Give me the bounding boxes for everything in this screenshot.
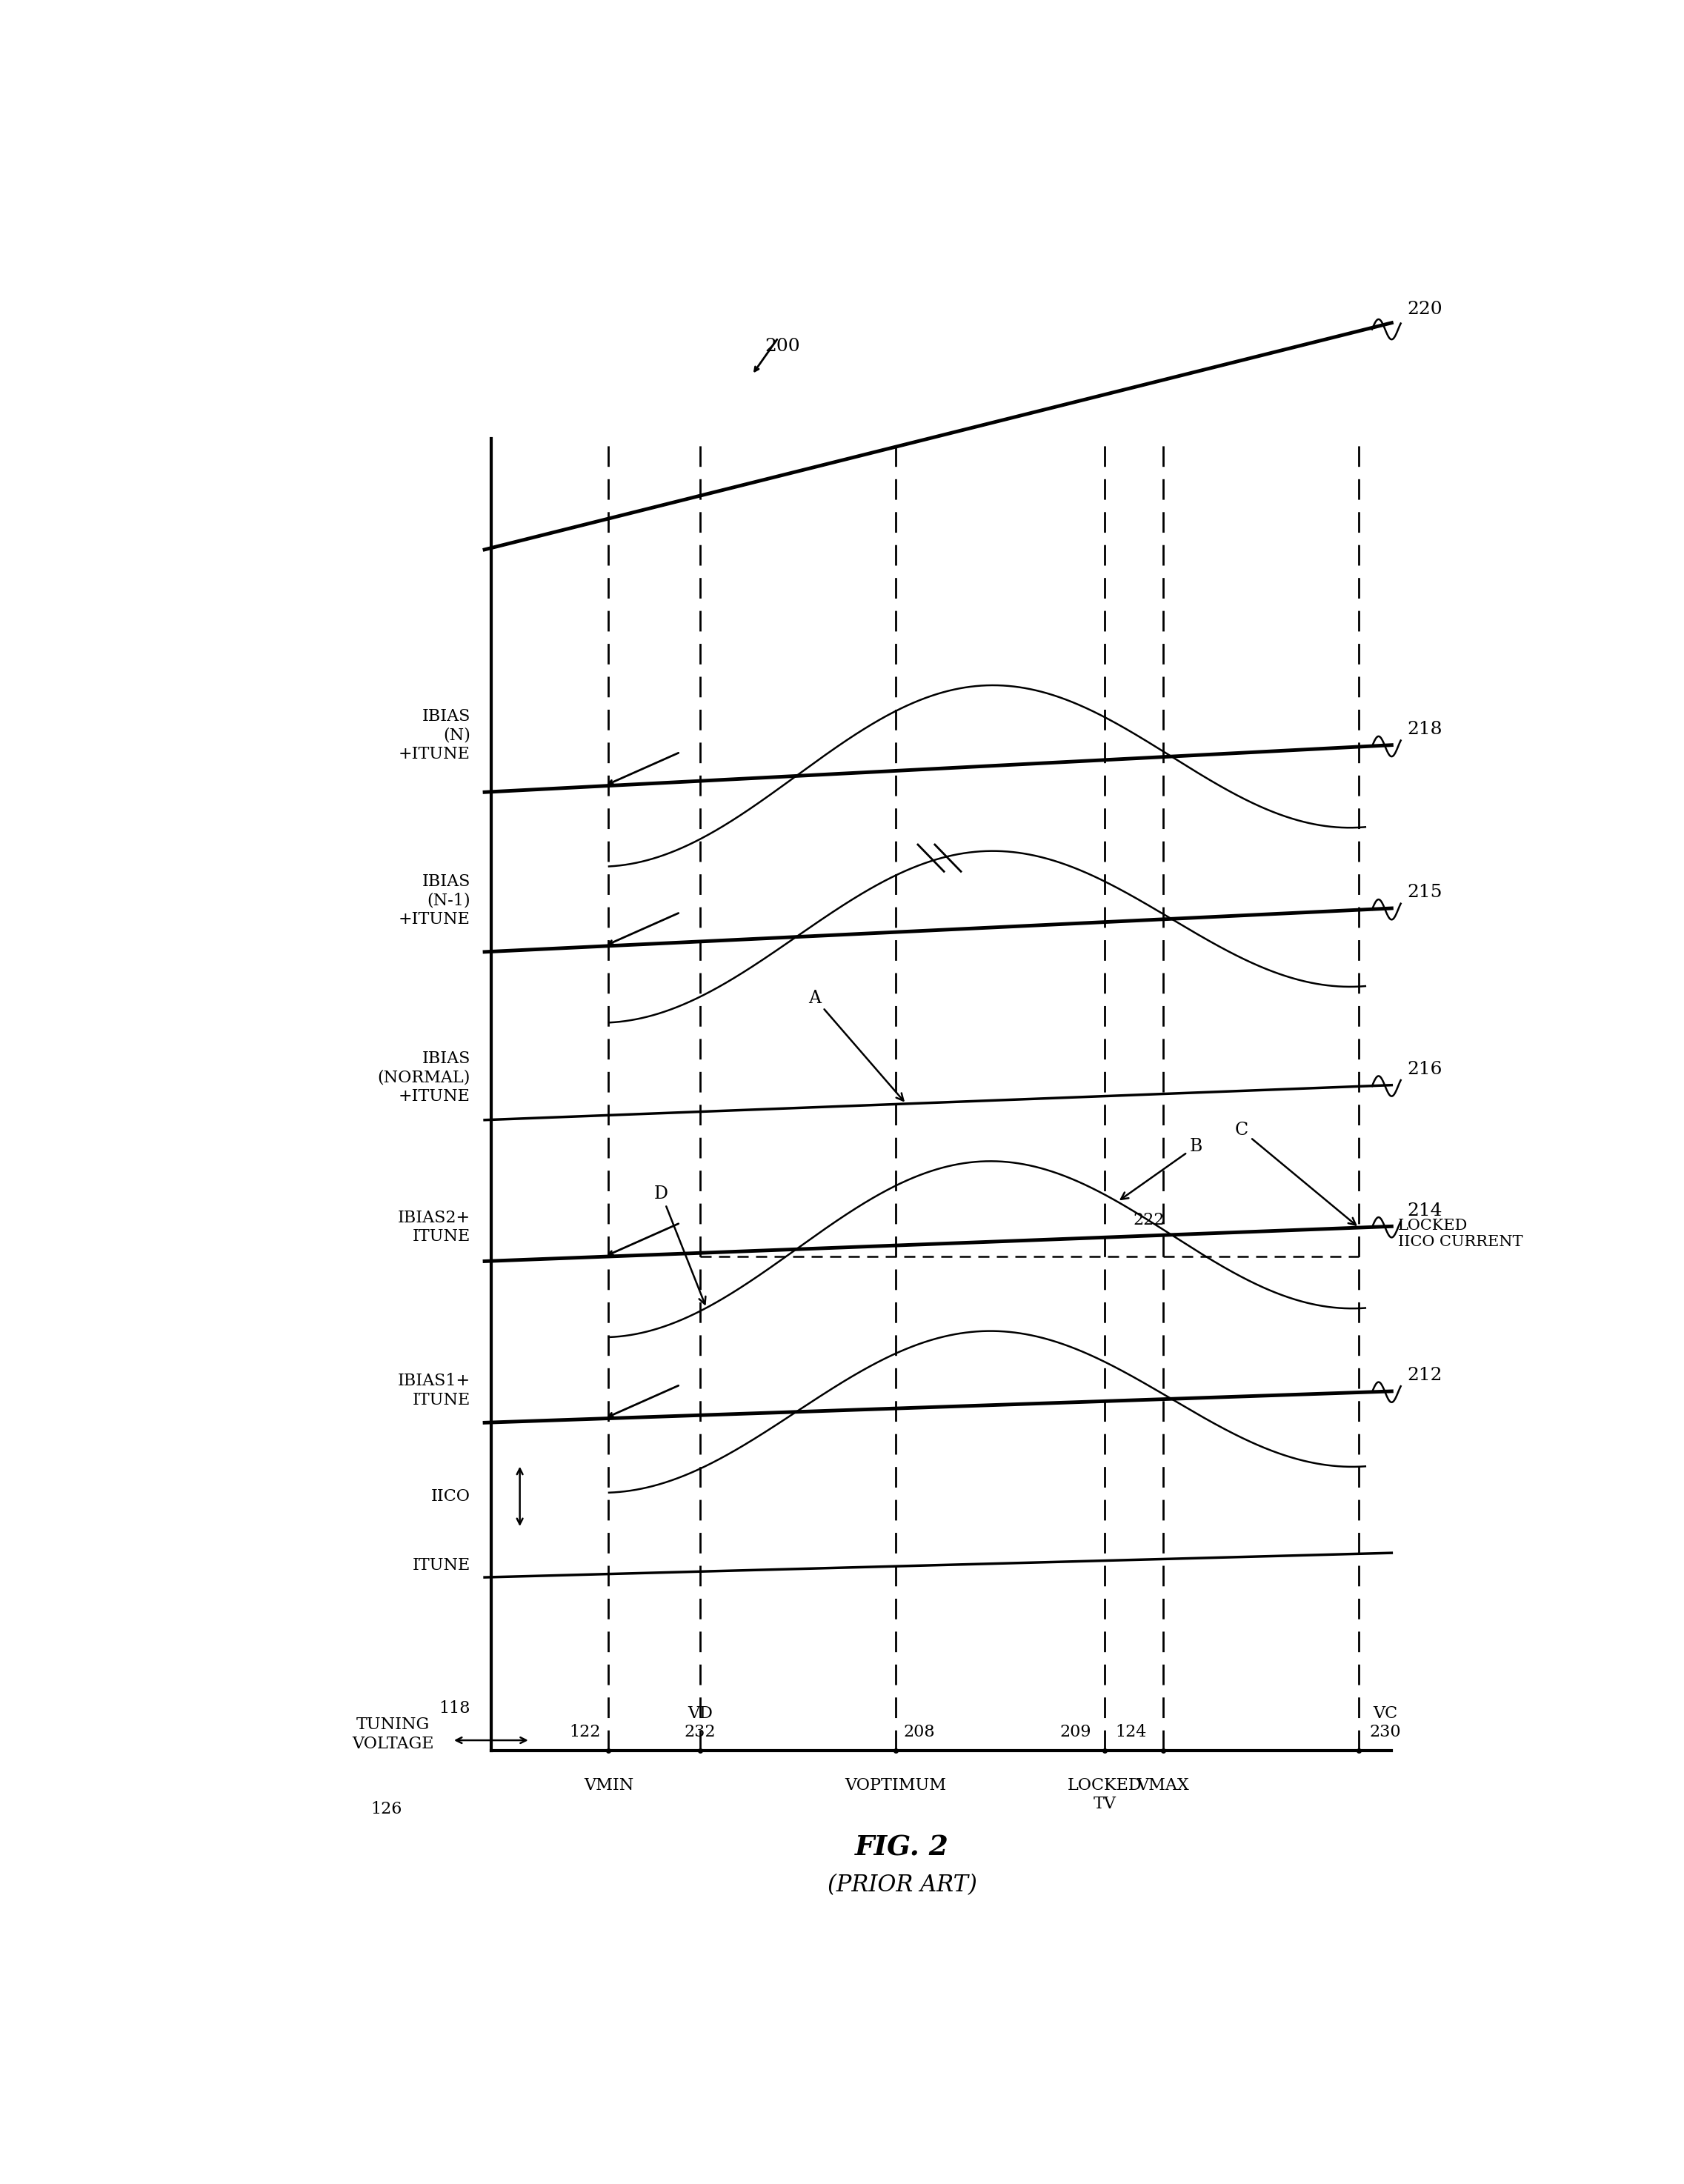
Text: A: A [808, 989, 903, 1101]
Text: 215: 215 [1408, 885, 1443, 902]
Text: 220: 220 [1408, 301, 1443, 317]
Text: 212: 212 [1408, 1367, 1443, 1385]
Text: IBIAS2+
ITUNE: IBIAS2+ ITUNE [397, 1210, 470, 1245]
Text: 126: 126 [370, 1802, 402, 1817]
Text: 200: 200 [765, 339, 800, 354]
Text: VMIN: VMIN [584, 1778, 633, 1793]
Text: FIG. 2: FIG. 2 [855, 1835, 950, 1861]
Text: VC
230: VC 230 [1369, 1706, 1401, 1741]
Text: VD
232: VD 232 [684, 1706, 716, 1741]
Text: VOPTIMUM: VOPTIMUM [845, 1778, 946, 1793]
Text: ITUNE: ITUNE [413, 1557, 470, 1572]
Text: 124: 124 [1115, 1723, 1147, 1741]
Text: B: B [1122, 1138, 1202, 1199]
Text: 118: 118 [440, 1699, 470, 1717]
Text: 218: 218 [1408, 721, 1443, 738]
Text: 208: 208 [903, 1723, 935, 1741]
Text: LOCKED
TV: LOCKED TV [1068, 1778, 1142, 1813]
Text: IBIAS
(N-1)
+ITUNE: IBIAS (N-1) +ITUNE [399, 874, 470, 928]
Text: IBIAS
(N)
+ITUNE: IBIAS (N) +ITUNE [399, 708, 470, 762]
Text: LOCKED
IICO CURRENT: LOCKED IICO CURRENT [1398, 1219, 1522, 1249]
Text: 209: 209 [1059, 1723, 1091, 1741]
Text: VMAX: VMAX [1137, 1778, 1189, 1793]
Text: D: D [655, 1186, 706, 1304]
Text: IICO: IICO [431, 1487, 470, 1505]
Text: 222: 222 [1133, 1212, 1165, 1227]
Text: C: C [1234, 1123, 1356, 1225]
Text: (PRIOR ART): (PRIOR ART) [827, 1874, 977, 1896]
Text: TUNING
VOLTAGE: TUNING VOLTAGE [352, 1717, 434, 1752]
Text: 122: 122 [569, 1723, 601, 1741]
Text: 216: 216 [1408, 1061, 1443, 1079]
Text: IBIAS
(NORMAL)
+ITUNE: IBIAS (NORMAL) +ITUNE [377, 1051, 470, 1105]
Text: 214: 214 [1408, 1201, 1443, 1219]
Text: IBIAS1+
ITUNE: IBIAS1+ ITUNE [397, 1374, 470, 1409]
